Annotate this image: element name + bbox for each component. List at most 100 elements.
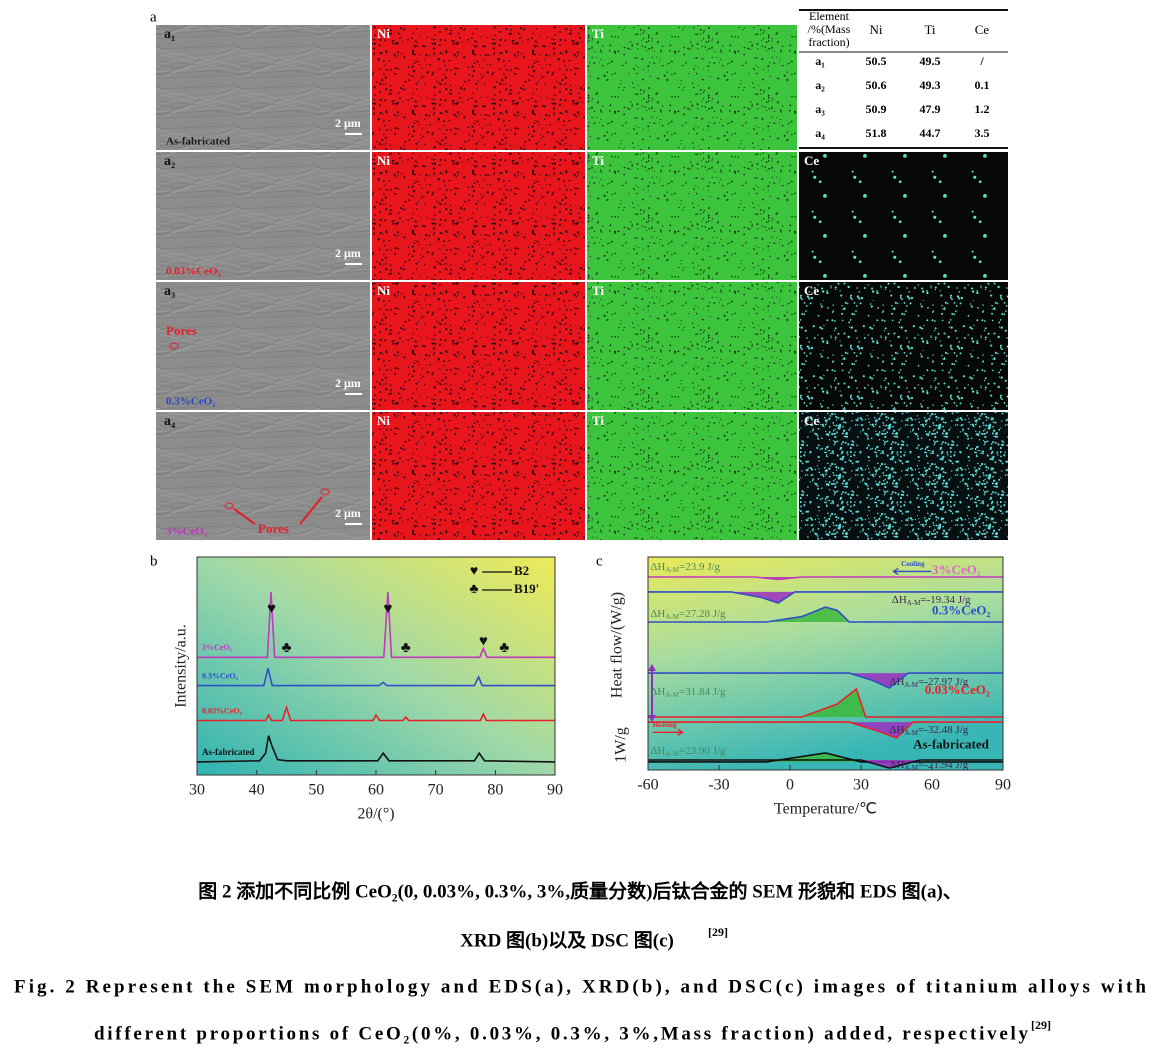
enthalpy-symbol: ΔH — [892, 594, 907, 606]
enthalpy-label: ΔHA-M=-21.94 J/g — [889, 759, 968, 772]
enthalpy-symbol: ΔH — [650, 745, 665, 757]
enthalpy-value: =-32.48 J/g — [918, 723, 969, 735]
enthalpy-value: =-27.97 J/g — [918, 676, 969, 688]
scale-label: 2 μm — [335, 376, 361, 390]
arrow — [299, 496, 323, 525]
enthalpy-subscript: A-M — [665, 613, 679, 621]
map-label: Ni — [377, 283, 390, 298]
eds-map — [799, 152, 1008, 280]
plot-background — [197, 557, 555, 775]
table-cell: a₂ — [815, 78, 825, 92]
sample-label: 3%CeO₂ — [166, 526, 208, 538]
line — [648, 721, 1003, 739]
phase-marker: ♣ — [282, 640, 292, 656]
sem-image — [156, 25, 370, 150]
enthalpy-label: ΔHA-M=-32.48 J/g — [889, 723, 968, 736]
x-axis-label: 2θ/(°) — [357, 806, 394, 823]
line — [196, 735, 556, 763]
x-axis-label: Temperature/℃ — [774, 801, 877, 818]
table-header: /%(Mass — [808, 22, 851, 36]
eds-map — [587, 412, 797, 540]
sample-label: 0.3%CeO₂ — [166, 396, 216, 408]
panel-label: b — [150, 553, 158, 569]
pore-marker — [224, 502, 234, 510]
enthalpy-label: ΔHA-M=23.90 J/g — [650, 745, 726, 758]
x-tick-label: 40 — [249, 782, 265, 799]
enthalpy-symbol: ΔH — [650, 686, 665, 698]
eds-map — [587, 152, 797, 280]
enthalpy-value: =31.84 J/g — [679, 686, 726, 698]
x-tick-label: -60 — [637, 777, 658, 794]
sample-label: 0.03%CeO₂ — [166, 266, 222, 278]
sem-image — [156, 152, 370, 280]
enthalpy-symbol: ΔH — [889, 759, 904, 771]
map-label: Ti — [592, 283, 604, 298]
line — [197, 591, 555, 659]
table-cell: 0.1 — [975, 78, 990, 92]
line — [197, 704, 555, 722]
x-tick-label: 70 — [428, 782, 444, 799]
sem-label: a₂ — [164, 154, 175, 169]
map-label: Ti — [592, 153, 604, 168]
line — [648, 687, 1003, 718]
enthalpy-symbol: ΔH — [650, 561, 665, 573]
eds-map — [799, 282, 1008, 410]
scale-label: 1W/g — [613, 727, 630, 763]
enthalpy-symbol: ΔH — [650, 608, 665, 620]
enthalpy-subscript: A-M — [904, 729, 918, 737]
sem-image — [156, 282, 370, 410]
sem-label: a₄ — [164, 414, 176, 429]
sem-label: a₁ — [164, 27, 175, 42]
table-cell: 1.2 — [975, 102, 990, 116]
pore-marker — [320, 488, 330, 496]
phase-marker: ♣ — [499, 640, 509, 656]
curve-label: As-fabricated — [913, 736, 990, 751]
enthalpy-label: ΔHA-M=23.9 J/g — [650, 561, 720, 574]
enthalpy-label: ΔHA-M=-27.97 J/g — [889, 676, 968, 689]
y-axis-label: Intensity/a.u. — [173, 624, 190, 708]
scale-label: 2 μm — [335, 116, 361, 130]
phase-marker: ♣ — [401, 640, 411, 656]
eds-map — [372, 152, 585, 280]
line — [648, 759, 1003, 769]
x-tick-label: 60 — [368, 782, 384, 799]
eds-map — [587, 282, 797, 410]
series-label: As-fabricated — [202, 747, 255, 757]
caption-en: Fig. 2 Represent the SEM morphology and … — [14, 976, 1146, 997]
curve-label: Heating — [653, 721, 677, 729]
enthalpy-symbol: ΔH — [889, 723, 904, 735]
legend-symbol: ♣ — [469, 582, 478, 597]
enthalpy-value: =23.9 J/g — [679, 561, 721, 573]
map-label: Ti — [592, 26, 604, 41]
scale-label: 2 μm — [335, 246, 361, 260]
table-cell: 49.5 — [920, 54, 941, 68]
caption-cn: XRD 图(b)以及 DSC 图(c) — [460, 929, 674, 951]
line — [648, 606, 1003, 623]
line — [648, 591, 1003, 604]
curve-label: 0.03%CeO₂ — [925, 682, 990, 697]
enthalpy-subscript: A-M — [665, 691, 679, 699]
map-label: Ni — [377, 26, 390, 41]
map-label: Ni — [377, 413, 390, 428]
enthalpy-label: ΔHA-M=27.28 J/g — [650, 608, 726, 621]
series-label: 0.03%CeO₂ — [202, 706, 243, 715]
eds-map — [372, 412, 585, 540]
enthalpy-symbol: ΔH — [889, 676, 904, 688]
table-cell: 51.8 — [866, 126, 887, 140]
y-axis-label: Heat flow/(W/g) — [609, 592, 626, 698]
x-tick-label: 50 — [308, 782, 324, 799]
table-header: Ni — [870, 22, 883, 37]
curve-label: 3%CeO₂ — [932, 562, 981, 577]
enthalpy-subscript: A-M — [904, 681, 918, 689]
peak-area — [648, 607, 1003, 622]
eds-map — [587, 25, 797, 150]
caption-ref: [29] — [708, 925, 728, 939]
plot-frame — [196, 556, 556, 776]
map-label: Ce — [804, 283, 819, 298]
phase-marker: ♥ — [267, 601, 276, 617]
pore-marker — [169, 342, 179, 350]
eds-map — [372, 25, 585, 150]
table-cell: a₃ — [815, 102, 825, 116]
